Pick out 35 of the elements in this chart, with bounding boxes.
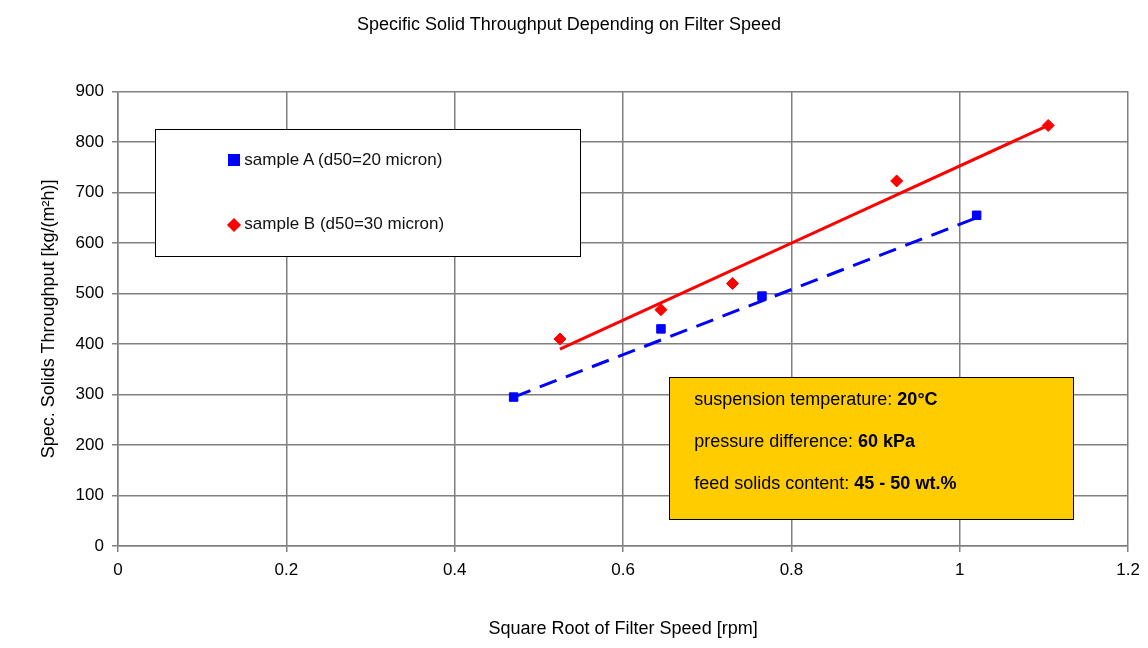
annotation: pressure difference: 60 kPa [694,430,916,451]
point [656,324,666,334]
x-tick-label: 0.4 [442,559,467,579]
x-tick-label: 0.6 [611,559,635,579]
chart-title: Specific Solid Throughput Depending on Filter Speed [357,13,781,34]
y-tick-label: 100 [75,485,104,505]
y-tick-label: 800 [75,131,104,151]
annotation: feed solids content: 45 - 50 wt.% [694,472,957,493]
annotation: suspension temperature: 20°C [694,388,938,409]
y-tick-label: 300 [75,384,104,404]
y-tick-label: 400 [75,333,104,353]
point [757,291,767,301]
point [890,174,904,188]
y-tick-label: 200 [75,434,104,454]
x-tick-label: 0.8 [779,559,804,579]
point [654,303,668,317]
point [1041,118,1055,132]
point [726,276,740,290]
y-axis-title: Spec. Solids Throughput [kg/(m²h)] [37,179,58,459]
y-tick-label: 600 [75,232,104,252]
legend-label: sample A (d50=20 micron) [244,150,443,170]
note-box: suspension temperature: 20°C pressure difference: 60 kPa feed solids content: 45 - 50 wt.% [669,376,1075,520]
x-axis-title: Square Root of Filter Speed [rpm] [488,618,758,639]
x-tick-label: 1.2 [1116,559,1140,579]
point [553,332,567,346]
point [971,210,982,221]
y-tick-label: 500 [75,283,104,303]
legend-label: sample B (d50=30 micron) [244,214,445,234]
y-tick-label: 0 [94,535,104,555]
x-tick-label: 0.2 [274,559,299,579]
x-tick-label: 1 [955,559,965,579]
y-tick-label: 700 [75,182,104,202]
point [508,392,519,402]
x-tick-label: 0 [113,559,123,579]
y-tick-label: 900 [75,81,104,101]
